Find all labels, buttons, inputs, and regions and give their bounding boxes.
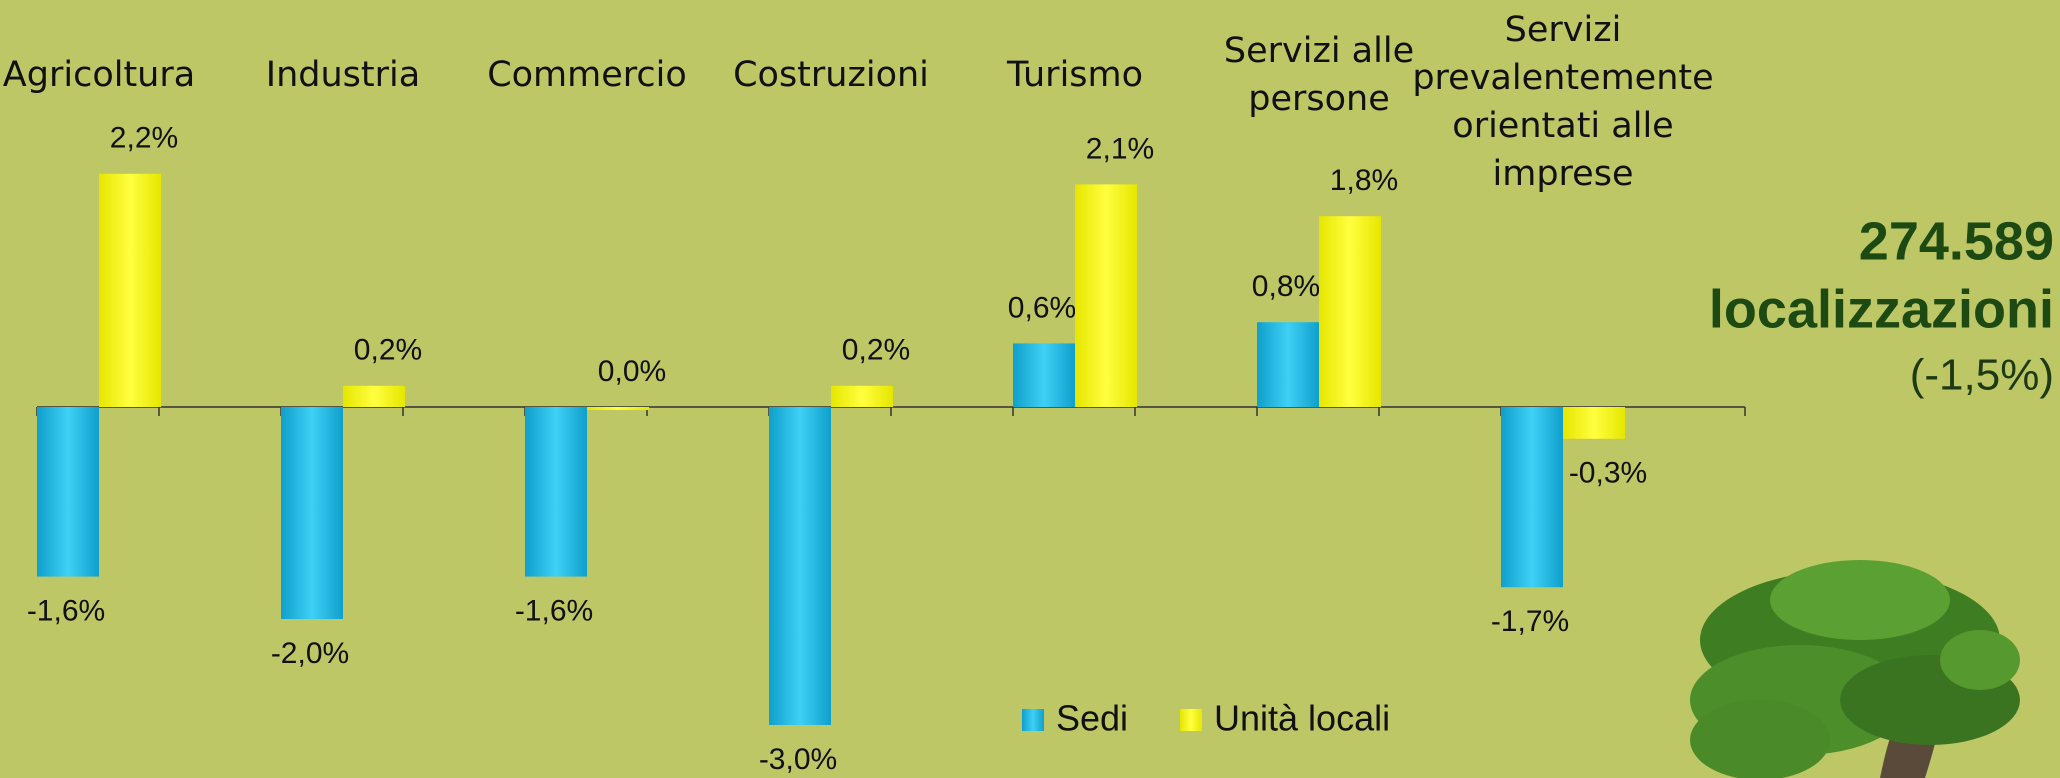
value-label: 2,2% xyxy=(110,122,178,155)
category-label: Turismo xyxy=(1006,55,1144,95)
bar xyxy=(1501,407,1563,588)
value-label: -1,6% xyxy=(27,595,105,628)
legend-swatch xyxy=(1180,709,1202,731)
value-label: 2,1% xyxy=(1086,132,1154,165)
bar xyxy=(1013,343,1075,407)
value-label: -0,3% xyxy=(1569,457,1647,490)
bar xyxy=(831,385,893,407)
bar xyxy=(1257,322,1319,407)
bar xyxy=(281,407,343,619)
bar xyxy=(1319,216,1381,407)
tree xyxy=(1690,560,2020,778)
category-label: Industria xyxy=(265,55,421,95)
value-label: 0,6% xyxy=(1008,291,1076,324)
value-label: 0,2% xyxy=(842,334,910,367)
category-label: Servizi alle persone xyxy=(1223,31,1415,119)
bar xyxy=(1075,184,1137,407)
annotation-total: 274.589 xyxy=(1859,211,2054,271)
value-label: 1,8% xyxy=(1330,164,1398,197)
annotation-label: localizzazioni xyxy=(1709,279,2054,339)
bar xyxy=(1563,407,1625,439)
legend-swatch xyxy=(1022,709,1044,731)
category-label: Servizi prevalentemente orientati alle i… xyxy=(1412,10,1714,194)
category-label: Costruzioni xyxy=(733,55,929,95)
bar xyxy=(99,173,161,407)
bar xyxy=(769,407,831,725)
value-label: 0,2% xyxy=(354,334,422,367)
value-label: 0,8% xyxy=(1252,270,1320,303)
annotation-change: (-1,5%) xyxy=(1910,351,2054,400)
value-label: -2,0% xyxy=(271,637,349,670)
bar xyxy=(37,407,99,577)
bar xyxy=(525,407,587,577)
legend-label: Unità locali xyxy=(1214,698,1390,739)
legend-label: Sedi xyxy=(1056,698,1128,739)
bar xyxy=(343,385,405,407)
value-label: -3,0% xyxy=(759,743,837,776)
value-label: -1,6% xyxy=(515,595,593,628)
bar xyxy=(587,407,649,410)
category-label: Commercio xyxy=(487,55,687,95)
value-label: 0,0% xyxy=(598,355,666,388)
value-label: -1,7% xyxy=(1491,605,1569,638)
category-label: Agricoltura xyxy=(2,55,196,95)
